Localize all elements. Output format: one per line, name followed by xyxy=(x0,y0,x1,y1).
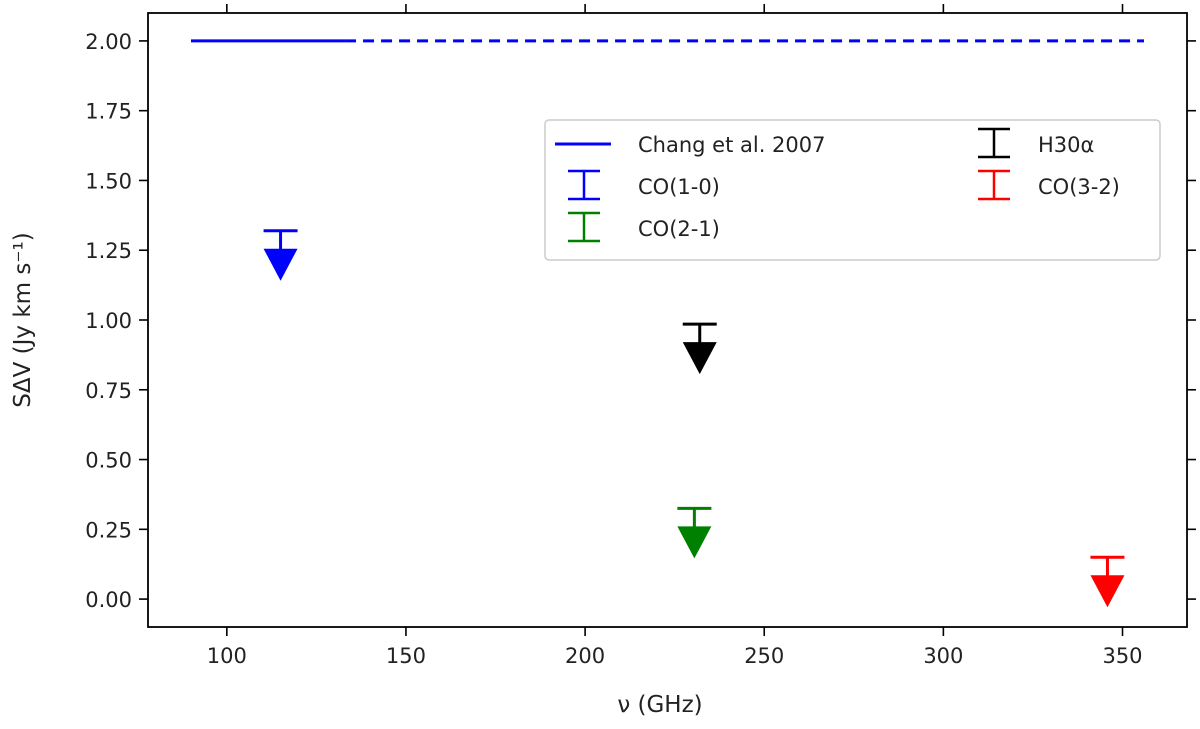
legend-entry-label: Chang et al. 2007 xyxy=(638,133,825,157)
x-tick-label: 250 xyxy=(744,644,784,668)
y-tick-label: 1.00 xyxy=(85,309,132,333)
x-tick-label: 300 xyxy=(923,644,963,668)
legend-handle xyxy=(568,169,600,201)
legend-box xyxy=(544,119,1161,261)
x-axis-label: ν (GHz) xyxy=(617,692,702,718)
y-tick-label: 1.50 xyxy=(85,169,132,193)
legend-entry-label: CO(1-0) xyxy=(638,175,720,199)
axes-layer: 100 150 200 250 300 350 0.00 0.25 0.50 0.75 1.00 1.… xyxy=(85,4,1196,668)
limit-arrow xyxy=(1090,575,1125,608)
y-tick-label: 0.50 xyxy=(85,449,132,473)
y-tick-label: 1.25 xyxy=(85,239,132,263)
legend-entry-label: H30α xyxy=(1038,133,1094,157)
upper-limit-marker xyxy=(682,322,717,375)
y-tick-label: 0.25 xyxy=(85,518,132,542)
x-tick-label: 350 xyxy=(1102,644,1142,668)
legend-entry-label: CO(2-1) xyxy=(638,217,720,241)
marks-layer xyxy=(190,39,1145,608)
legend: Chang et al. 2007 CO(1-0) CO(2-1) H30α CO(3-… xyxy=(544,119,1161,261)
y-axis-label: SΔV (Jy km s⁻¹) xyxy=(10,232,36,407)
limit-arrow xyxy=(677,526,712,559)
upper-limit-marker xyxy=(1090,555,1125,608)
legend-handle xyxy=(978,127,1010,159)
legend-entry-label: CO(3-2) xyxy=(1038,175,1120,199)
upper-limit-marker xyxy=(677,506,712,559)
y-tick-label: 2.00 xyxy=(85,30,132,54)
limit-arrow xyxy=(263,248,298,281)
x-tick-label: 150 xyxy=(386,644,426,668)
limit-arrow xyxy=(682,342,717,375)
y-tick-label: 0.75 xyxy=(85,379,132,403)
upper-limit-marker xyxy=(263,229,298,281)
x-tick-label: 100 xyxy=(207,644,247,668)
plot-frame xyxy=(147,12,1188,628)
y-tick-label: 1.75 xyxy=(85,100,132,124)
x-tick-label: 200 xyxy=(565,644,605,668)
legend-handle xyxy=(978,169,1010,201)
legend-handle xyxy=(568,211,600,243)
y-tick-label: 0.00 xyxy=(85,588,132,612)
